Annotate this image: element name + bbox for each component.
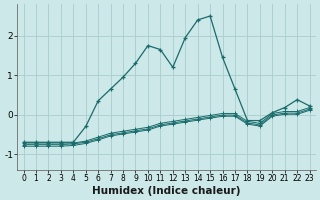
X-axis label: Humidex (Indice chaleur): Humidex (Indice chaleur): [92, 186, 241, 196]
